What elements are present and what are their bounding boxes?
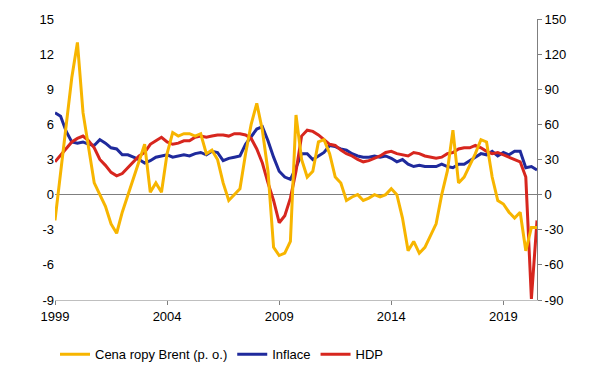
- svg-text:0: 0: [47, 187, 54, 202]
- svg-text:150: 150: [545, 12, 567, 27]
- svg-text:6: 6: [47, 117, 54, 132]
- svg-text:2009: 2009: [265, 309, 294, 324]
- svg-text:Cena ropy Brent (p. o.): Cena ropy Brent (p. o.): [95, 347, 227, 362]
- svg-text:-9: -9: [42, 293, 54, 308]
- svg-text:9: 9: [47, 82, 54, 97]
- svg-text:2019: 2019: [489, 309, 518, 324]
- svg-text:1999: 1999: [41, 309, 70, 324]
- svg-text:Inflace: Inflace: [272, 347, 310, 362]
- svg-text:90: 90: [545, 82, 559, 97]
- svg-text:60: 60: [545, 117, 559, 132]
- svg-text:0: 0: [545, 187, 552, 202]
- svg-text:2004: 2004: [153, 309, 182, 324]
- svg-text:-30: -30: [545, 222, 564, 237]
- svg-text:-3: -3: [42, 222, 54, 237]
- svg-text:2014: 2014: [377, 309, 406, 324]
- svg-text:30: 30: [545, 152, 559, 167]
- svg-text:3: 3: [47, 152, 54, 167]
- svg-text:15: 15: [40, 12, 54, 27]
- svg-text:HDP: HDP: [356, 347, 383, 362]
- svg-text:-90: -90: [545, 293, 564, 308]
- svg-text:12: 12: [40, 47, 54, 62]
- svg-text:-6: -6: [42, 257, 54, 272]
- svg-text:-60: -60: [545, 257, 564, 272]
- svg-text:120: 120: [545, 47, 567, 62]
